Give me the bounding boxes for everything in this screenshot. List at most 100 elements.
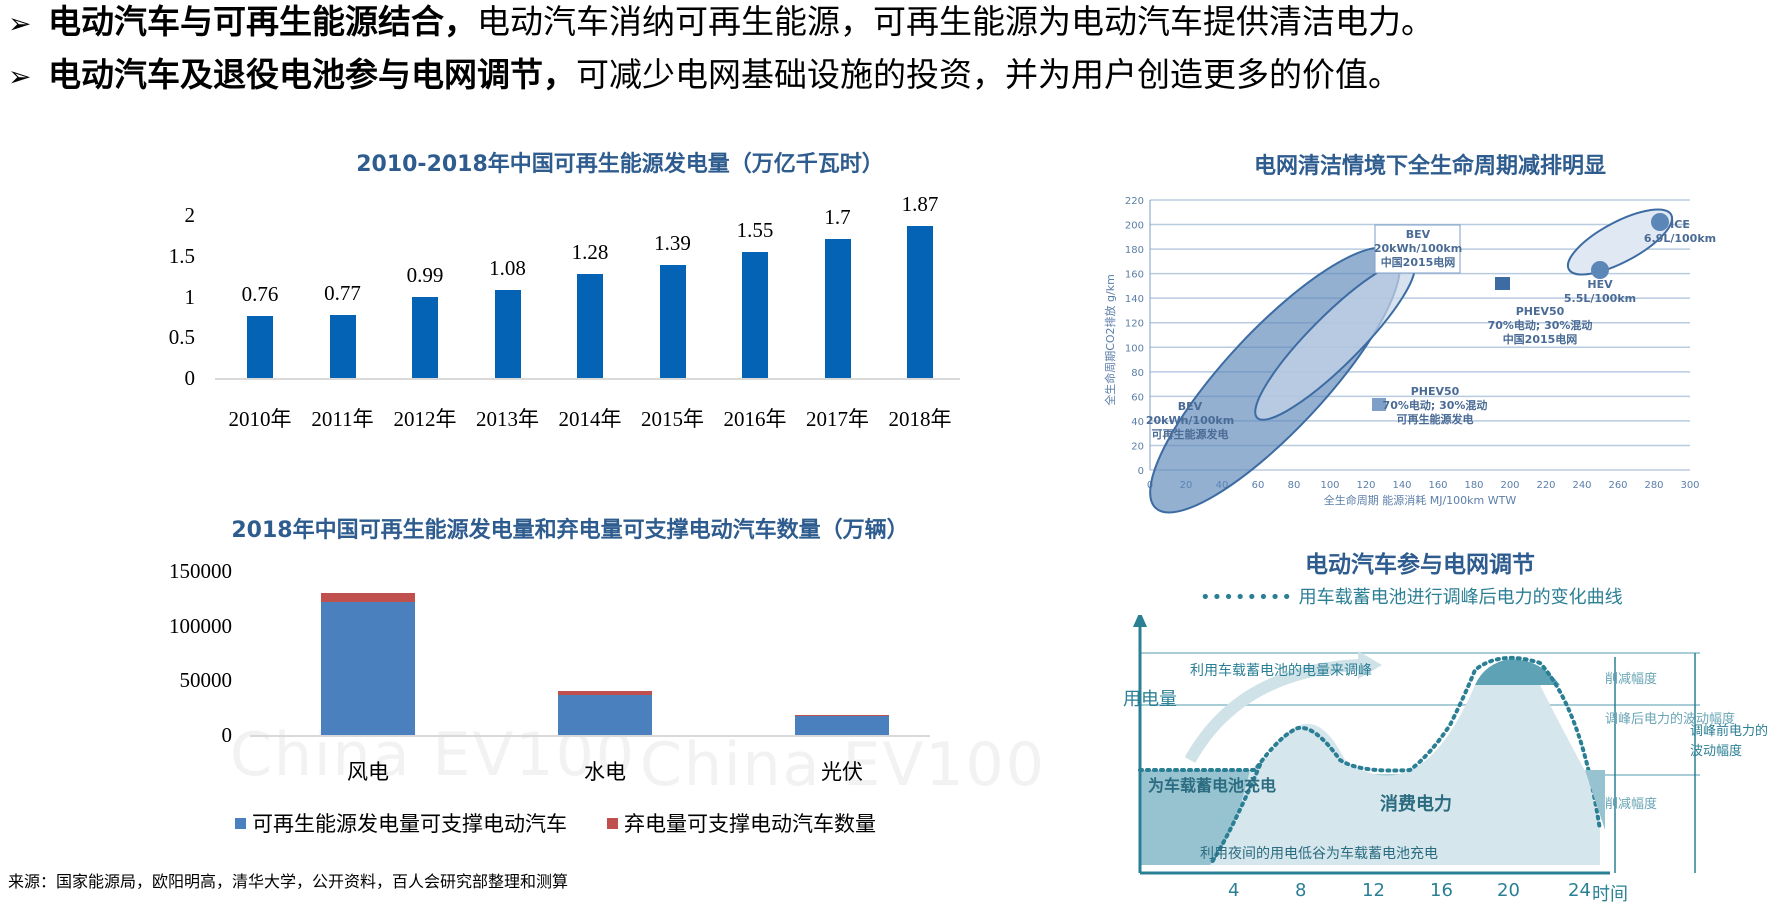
- y-tick: 1.5: [168, 243, 195, 268]
- bullet-bold: 电动汽车与可再生能源结合，: [48, 2, 477, 41]
- bullet-1: ➢ 电动汽车与可再生能源结合，电动汽车消纳可再生能源，可再生能源为电动汽车提供清洁…: [8, 2, 1434, 44]
- ice-hev-ellipse: [1566, 208, 1674, 276]
- annotation-label: BEV: [1406, 228, 1431, 241]
- y-tick: 120: [1125, 319, 1144, 330]
- bar-value-label: 1.08: [489, 255, 526, 280]
- legend-swatch-red: [607, 817, 618, 829]
- bar: [412, 297, 438, 378]
- x-tick: 水电: [584, 760, 626, 784]
- legend-label: 可再生能源发电量可支撑电动汽车: [252, 812, 567, 836]
- x-tick: 2010年: [228, 407, 292, 431]
- label-shift: 利用车载蓄电池的电量来调峰: [1190, 663, 1372, 679]
- bar-value-label: 1.39: [654, 230, 691, 255]
- y-tick: 60: [1131, 392, 1144, 403]
- bullet-text: 可减少电网基础设施的投资，并为用户创造更多的价值。: [576, 55, 1401, 94]
- x-tick: 60: [1252, 480, 1265, 491]
- y-tick: 2: [184, 203, 196, 227]
- label-before: 调峰前电力的波动幅度: [1690, 724, 1768, 759]
- x-tick: 4: [1228, 880, 1240, 901]
- bar-segment-curtailed: [321, 592, 415, 602]
- x-tick: 2017年: [806, 407, 869, 431]
- diagram-legend: •••••••• 用车载蓄电池进行调峰后电力的变化曲线: [1200, 583, 1623, 609]
- x-tick: 光伏: [821, 760, 863, 784]
- y-tick: 220: [1125, 196, 1144, 207]
- bar-value-label: 0.76: [241, 282, 279, 307]
- y-tick: 50000: [179, 668, 233, 693]
- bar: [494, 289, 521, 378]
- arrow-bullet-icon: ➢: [8, 60, 32, 93]
- x-tick: 12: [1362, 880, 1385, 901]
- x-tick: 100: [1320, 480, 1339, 491]
- y-tick: 140: [1125, 294, 1144, 305]
- annotation-label: 中国2015电网: [1381, 255, 1456, 269]
- chart-title: 2018年中国可再生能源发电量和弃电量可支撑电动汽车数量（万辆）: [231, 518, 909, 543]
- arrow-bullet-icon: ➢: [8, 7, 32, 40]
- y-tick: 40: [1131, 417, 1144, 428]
- x-axis: [215, 378, 960, 380]
- x-tick: 2018年: [888, 407, 952, 431]
- bullet-bold: 电动汽车及退役电池参与电网调节，: [48, 55, 576, 94]
- bar: [329, 315, 356, 378]
- y-tick: 1: [184, 284, 196, 309]
- bar-value-label: 1.28: [571, 239, 609, 264]
- x-tick: 16: [1430, 880, 1453, 901]
- bar-segment-renewable: [558, 694, 652, 735]
- bar-value-label: 0.99: [406, 263, 444, 288]
- x-tick: 2015年: [641, 407, 704, 431]
- y-tick: 80: [1131, 368, 1144, 379]
- x-tick: 8: [1295, 880, 1307, 901]
- x-tick: 160: [1428, 480, 1447, 491]
- annotation-label: 70%电动; 30%混动: [1488, 318, 1593, 332]
- bullet-2: ➢ 电动汽车及退役电池参与电网调节，可减少电网基础设施的投资，并为用户创造更多的价…: [8, 55, 1401, 97]
- x-tick: 300: [1680, 480, 1699, 491]
- bar-segment-renewable: [795, 715, 889, 735]
- annotation-label: 70%电动; 30%混动: [1383, 398, 1488, 412]
- bar-value-label: 1.87: [901, 191, 939, 216]
- y-tick: 200: [1125, 221, 1144, 232]
- svg-text:全生命周期CO2排放 g/km: 全生命周期CO2排放 g/km: [1103, 274, 1117, 406]
- y-tick: 160: [1125, 270, 1144, 281]
- x-tick: 2016年: [723, 407, 787, 431]
- lifecycle-plot: 0204060801001201401601802002200204060801…: [1103, 196, 1716, 514]
- legend-swatch-blue: [235, 817, 246, 829]
- bar-value-label: 1.55: [736, 217, 774, 242]
- x-tick: 220: [1536, 480, 1555, 491]
- legend-label: 弃电量可支撑电动汽车数量: [624, 812, 876, 836]
- label-valley: 利用夜间的用电低谷为车载蓄电池充电: [1200, 846, 1438, 862]
- label-cut-bottom: 削减幅度: [1605, 797, 1658, 812]
- y-axis-label: 用电量: [1123, 689, 1177, 710]
- label-cut-top: 削减幅度: [1605, 672, 1658, 687]
- label-charge: 为车载蓄电池充电: [1148, 776, 1277, 795]
- x-tick: 240: [1572, 480, 1591, 491]
- chart-title: 2010-2018年中国可再生能源发电量（万亿千瓦时）: [356, 152, 884, 177]
- bar: [824, 239, 851, 378]
- annotation-label: 中国2015电网: [1503, 332, 1578, 346]
- x-tick: 200: [1500, 480, 1519, 491]
- annotation-label: 可再生能源发电: [1397, 412, 1474, 426]
- legend-label: 用车载蓄电池进行调峰后电力的变化曲线: [1298, 587, 1623, 608]
- annotation-label: 可再生能源发电: [1152, 427, 1229, 441]
- label-consume: 消费电力: [1380, 794, 1452, 815]
- x-axis-label: 时间: [1592, 884, 1628, 905]
- dotted-line-icon: ••••••••: [1200, 587, 1293, 608]
- x-tick: 280: [1644, 480, 1663, 491]
- y-tick: 0.5: [168, 325, 195, 350]
- x-tick: 120: [1356, 480, 1375, 491]
- x-tick: 风电: [347, 760, 389, 784]
- diagram-title: 电动汽车参与电网调节: [1305, 552, 1535, 578]
- annotation-label: BEV: [1178, 400, 1203, 413]
- bar-value-label: 1.7: [824, 205, 851, 230]
- bar-segment-curtailed: [558, 691, 652, 695]
- annotation-label: PHEV50: [1411, 385, 1460, 398]
- y-tick: 20: [1131, 441, 1144, 452]
- bar: [907, 225, 933, 378]
- x-tick: 2011年: [311, 407, 374, 431]
- x-axis: [250, 735, 930, 737]
- chart-title: 电网清洁情境下全生命周期减排明显: [1253, 154, 1606, 179]
- x-tick: 20: [1497, 880, 1520, 901]
- y-tick: 100: [1125, 343, 1144, 354]
- y-tick: 100000: [169, 613, 232, 638]
- y-tick: 0: [221, 723, 233, 747]
- annotation-label: PHEV50: [1516, 305, 1565, 318]
- bar-segment-renewable: [321, 601, 415, 735]
